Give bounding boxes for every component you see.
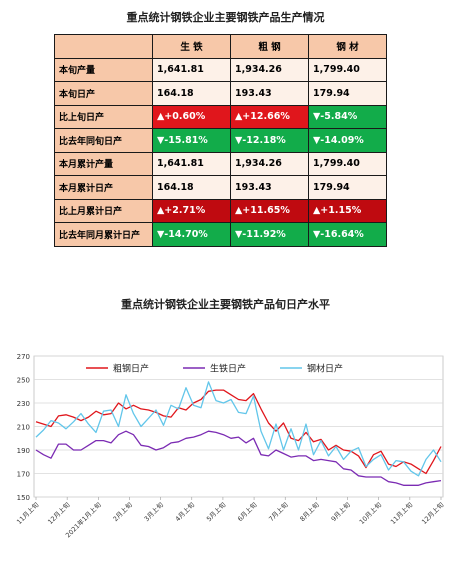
series-line [35,389,442,475]
table-cell: ▼-15.81% [152,128,231,153]
y-tick-label: 190 [17,447,30,455]
row-label: 比上旬日产 [54,104,153,129]
row-label: 本月累计产量 [54,151,153,176]
x-tick-label: 8月上旬 [298,500,321,523]
x-tick-label: 11月上旬 [14,500,40,526]
table-cell: ▼-14.70% [152,222,231,247]
column-header: 粗 钢 [230,34,309,59]
x-tick-label: 12月上旬 [419,500,445,526]
x-tick-label: 11月上旬 [388,500,414,526]
table-header-row: 生 铁粗 钢钢 材 [54,34,387,59]
row-label: 比去年同月累计日产 [54,222,153,247]
row-label: 比上月累计日产 [54,198,153,223]
table-cell: ▲+11.65% [230,198,309,223]
x-tick-label: 10月上旬 [357,500,383,526]
table-row: 本月累计产量 1,641.81 1,934.26 1,799.40 [54,151,387,176]
x-tick-label: 2月上旬 [111,500,134,523]
y-tick-label: 150 [17,494,30,502]
table-cell: 1,934.26 [230,57,309,82]
series-line [35,430,442,486]
y-tick-label: 230 [17,400,30,408]
table-cell: 1,934.26 [230,151,309,176]
legend-label: 粗钢日产 [113,363,149,375]
x-tick-label: 9月上旬 [329,500,352,523]
table-cell: 1,799.40 [308,57,387,82]
y-tick-label: 270 [17,353,30,361]
row-label: 比去年同旬日产 [54,128,153,153]
series-line [35,381,442,477]
table-cell: ▼-12.18% [230,128,309,153]
table-row: 比上月累计日产 ▲+2.71% ▲+11.65% ▲+1.15% [54,198,387,223]
table-cell: 164.18 [152,81,231,106]
table-cell: 1,799.40 [308,151,387,176]
x-tick-label: 3月上旬 [142,500,165,523]
table-cell: 1,641.81 [152,151,231,176]
x-tick-label: 6月上旬 [235,500,258,523]
table-cell: ▼-11.92% [230,222,309,247]
table-cell: ▲+0.60% [152,104,231,129]
table-cell: ▲+1.15% [308,198,387,223]
table-row: 本旬日产 164.18 193.43 179.94 [54,81,387,106]
column-header: 生 铁 [152,34,231,59]
table-cell: ▲+12.66% [230,104,309,129]
table-cell: 1,641.81 [152,57,231,82]
x-tick-label: 5月上旬 [204,500,227,523]
table-row: 比去年同旬日产 ▼-15.81% ▼-12.18% ▼-14.09% [54,128,387,153]
table-cell: ▲+2.71% [152,198,231,223]
production-table: 生 铁粗 钢钢 材本旬产量 1,641.81 1,934.26 1,799.40 本旬日… [54,34,387,247]
legend-label: 生铁日产 [210,363,246,375]
table-row: 比去年同月累计日产 ▼-14.70% ▼-11.92% ▼-16.64% [54,222,387,247]
table-cell: 193.43 [230,81,309,106]
table-cell: 164.18 [152,175,231,200]
row-label: 本月累计日产 [54,175,153,200]
table-cell: 179.94 [308,81,387,106]
x-tick-label: 4月上旬 [173,500,196,523]
row-label: 本旬产量 [54,57,153,82]
table-row: 本月累计日产 164.18 193.43 179.94 [54,175,387,200]
row-label: 本旬日产 [54,81,153,106]
table-cell: ▼-16.64% [308,222,387,247]
table-cell: ▼-14.09% [308,128,387,153]
table-title: 重点统计钢铁企业主要钢铁产品生产情况 [126,11,325,24]
table-row: 比上旬日产 ▲+0.60% ▲+12.66% ▼-5.84% [54,104,387,129]
y-tick-label: 250 [17,377,30,385]
table-cell: ▼-5.84% [308,104,387,129]
table-row: 本旬产量 1,641.81 1,934.26 1,799.40 [54,57,387,82]
x-tick-label: 12月上旬 [46,500,72,526]
table-cell: 179.94 [308,175,387,200]
table-cell: 193.43 [230,175,309,200]
column-header: 钢 材 [308,34,387,59]
y-tick-label: 170 [17,471,30,479]
table-corner-cell [54,34,153,59]
y-tick-label: 210 [17,424,30,432]
x-tick-label: 7月上旬 [267,500,290,523]
chart-title: 重点统计钢铁企业主要钢铁产品旬日产水平 [121,298,330,311]
legend-label: 钢材日产 [307,363,343,375]
